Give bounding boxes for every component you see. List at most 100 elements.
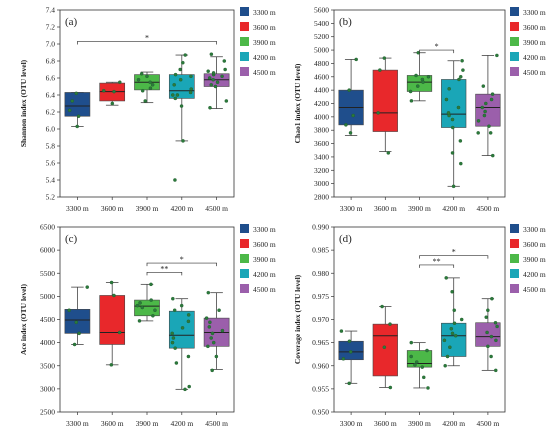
data-point — [409, 99, 414, 103]
data-point — [174, 361, 179, 365]
data-point — [211, 77, 215, 82]
data-point — [140, 305, 145, 310]
box-1 — [372, 56, 398, 155]
data-point — [138, 301, 142, 305]
x-tick-label: 3600 m — [101, 419, 124, 428]
x-tick-label: 3300 m — [340, 204, 363, 213]
data-point — [187, 384, 191, 389]
data-point — [449, 326, 454, 331]
data-point — [458, 139, 463, 143]
legend-swatch — [240, 269, 249, 278]
panel-label: (d) — [339, 233, 352, 245]
data-point — [224, 99, 229, 103]
x-tick-label: 3300 m — [66, 204, 89, 213]
box-0 — [338, 57, 364, 136]
data-point — [413, 363, 417, 367]
data-point — [150, 83, 155, 87]
legend-label: 3600 m — [253, 240, 276, 249]
y-tick-label: 3000 — [40, 384, 55, 393]
data-point — [494, 338, 498, 343]
data-point — [209, 52, 214, 56]
data-point — [109, 280, 114, 285]
data-point — [488, 131, 493, 135]
data-point — [486, 308, 490, 312]
data-point — [495, 53, 499, 58]
data-point — [456, 105, 461, 110]
y-tick-label: 0.990 — [312, 223, 329, 232]
data-point — [208, 106, 212, 110]
data-point — [206, 69, 210, 73]
legend-swatch — [240, 37, 249, 46]
data-point — [495, 324, 499, 329]
y-tick-label: 4200 — [314, 99, 329, 108]
data-point — [348, 350, 353, 354]
data-point — [171, 296, 175, 301]
data-point — [344, 123, 348, 127]
significance-label: * — [435, 42, 439, 51]
data-point — [109, 363, 114, 367]
legend-label: 4200 m — [523, 270, 546, 279]
data-point — [450, 117, 455, 122]
legend-label: 3300 m — [253, 8, 276, 17]
data-point — [172, 308, 177, 312]
x-tick-label: 3900 m — [408, 419, 431, 428]
data-point — [453, 333, 458, 338]
data-point — [408, 89, 413, 94]
y-tick-label: 5200 — [314, 32, 329, 41]
data-point — [170, 331, 174, 336]
data-point — [209, 336, 213, 340]
data-point — [493, 320, 498, 325]
data-point — [209, 83, 213, 87]
box-1 — [99, 80, 126, 106]
data-point — [189, 87, 193, 91]
data-point — [206, 344, 210, 349]
data-point — [354, 57, 358, 62]
data-point — [135, 303, 140, 308]
data-point — [426, 75, 431, 79]
data-point — [112, 89, 116, 94]
legend-label: 3300 m — [523, 225, 546, 234]
box-3 — [168, 53, 195, 182]
data-point — [85, 285, 89, 289]
y-tick-label: 6000 — [40, 246, 55, 255]
legend-label: 3900 m — [523, 255, 546, 264]
data-point — [211, 71, 216, 75]
data-point — [178, 77, 183, 82]
data-point — [67, 108, 72, 113]
data-point — [420, 77, 425, 82]
data-point — [476, 119, 481, 123]
data-point — [445, 354, 450, 359]
box-2 — [134, 71, 160, 104]
y-tick-label: 6.2 — [46, 108, 56, 117]
data-point — [76, 114, 81, 119]
data-point — [416, 84, 420, 88]
data-point — [180, 326, 185, 330]
data-point — [171, 336, 176, 340]
panel-a: 5.2 5.4 5.6 5.8 6.0 6.2 6.4 6.6 6.8 7.0 7.2 7.4 Shan… — [19, 6, 276, 214]
x-tick-label: 4200 m — [170, 204, 193, 213]
data-point — [422, 375, 426, 380]
legend-label: 3300 m — [523, 8, 546, 17]
data-point — [446, 111, 451, 115]
panel-label: (b) — [339, 16, 352, 28]
data-point — [351, 113, 355, 118]
data-point — [207, 325, 212, 329]
data-point — [448, 345, 452, 349]
data-point — [173, 178, 177, 182]
data-point — [213, 84, 218, 89]
data-point — [173, 96, 178, 101]
data-point — [486, 344, 490, 349]
data-point — [452, 321, 457, 325]
legend: 3300 m 3600 m 3900 m 4200 m 4500 m — [510, 224, 546, 294]
data-point — [489, 354, 493, 359]
data-point — [136, 77, 141, 82]
data-point — [171, 93, 175, 97]
legend-swatch — [240, 239, 249, 248]
data-point — [485, 330, 489, 335]
legend-label: 3600 m — [253, 23, 276, 32]
legend-swatch — [240, 22, 249, 31]
significance-label: ** — [160, 264, 168, 273]
data-point — [491, 153, 495, 158]
data-point — [175, 93, 180, 97]
box-3 — [441, 59, 467, 189]
